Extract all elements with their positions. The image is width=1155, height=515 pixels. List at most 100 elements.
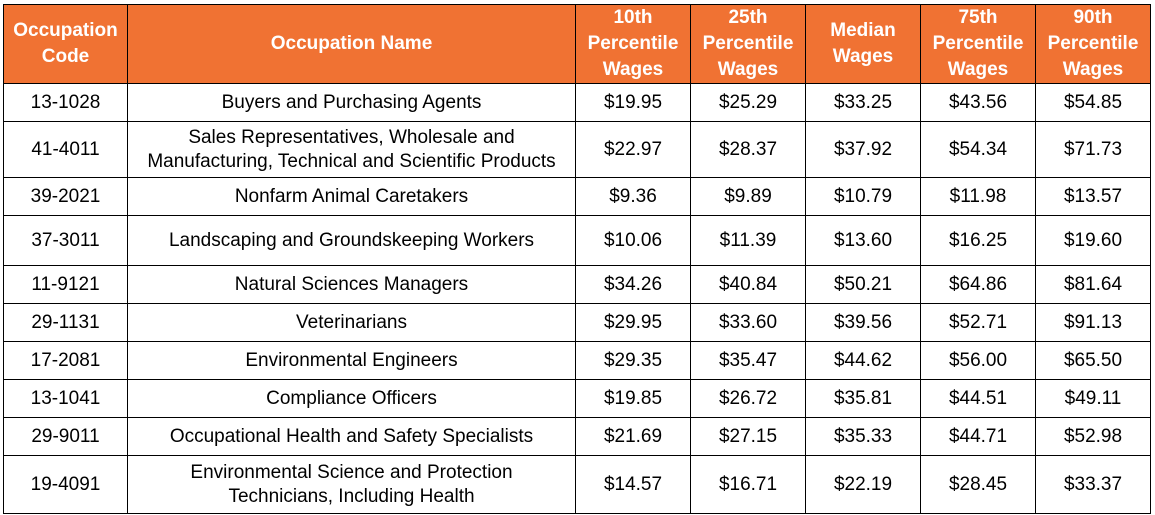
header-text-line: Wages [717, 59, 779, 80]
p90-wage-cell: $71.73 [1035, 121, 1151, 178]
median-wage-cell: $50.21 [805, 265, 921, 304]
occupation-name-cell: Nonfarm Animal Caretakers [127, 177, 576, 216]
p90-wage-cell: $19.60 [1035, 215, 1151, 266]
occupation-name-cell: Veterinarians [127, 303, 576, 342]
occupation-name-cell: Environmental Engineers [127, 341, 576, 380]
p10-wage-cell: $19.85 [575, 379, 691, 418]
table-row: 19-4091 Environmental Science and Protect… [3, 455, 1151, 514]
p10-wage-cell: $14.57 [575, 455, 691, 514]
median-wage-cell: $35.81 [805, 379, 921, 418]
table-row: 13-1041 Compliance Officers $19.85 $26.72 $3… [3, 379, 1151, 418]
p25-wage-cell: $25.29 [690, 83, 806, 122]
p75-wage-cell: $43.56 [920, 83, 1036, 122]
occupation-name-cell: Occupational Health and Safety Specialis… [127, 417, 576, 456]
p75-wage-cell: $54.34 [920, 121, 1036, 178]
median-wage-cell: $33.25 [805, 83, 921, 122]
table-row: 13-1028 Buyers and Purchasing Agents $19.9… [3, 83, 1151, 122]
table-row: 29-9011 Occupational Health and Safety Sp… [3, 417, 1151, 456]
occupation-name-cell: Environmental Science and Protection Tech… [127, 455, 576, 514]
p90-wage-cell: $52.98 [1035, 417, 1151, 456]
header-text-line: Code [41, 46, 90, 67]
occupation-name-cell: Natural Sciences Managers [127, 265, 576, 304]
p10-wage-cell: $21.69 [575, 417, 691, 456]
occupation-code-cell: 19-4091 [3, 455, 128, 514]
table-row: 11-9121 Natural Sciences Managers $34.26 $4… [3, 265, 1151, 304]
p75-wage-cell: $11.98 [920, 177, 1036, 216]
header-text-line: Percentile [1047, 33, 1139, 54]
p10-wage-cell: $34.26 [575, 265, 691, 304]
header-text-line: Occupation Name [270, 33, 433, 54]
header-text-line: Wages [602, 59, 664, 80]
median-wage-cell: $10.79 [805, 177, 921, 216]
occupation-code-cell: 29-9011 [3, 417, 128, 456]
p90-wage-cell: $33.37 [1035, 455, 1151, 514]
header-occupation-code: Occupation Code [3, 4, 128, 84]
p10-wage-cell: $22.97 [575, 121, 691, 178]
p90-wage-cell: $81.64 [1035, 265, 1151, 304]
occupation-name-cell: Buyers and Purchasing Agents [127, 83, 576, 122]
table-row: 39-2021 Nonfarm Animal Caretakers $9.36 $9.… [3, 177, 1151, 216]
p10-wage-cell: $10.06 [575, 215, 691, 266]
p75-wage-cell: $44.71 [920, 417, 1036, 456]
p75-wage-cell: $44.51 [920, 379, 1036, 418]
p10-wage-cell: $9.36 [575, 177, 691, 216]
p90-wage-cell: $13.57 [1035, 177, 1151, 216]
occupation-code-cell: 39-2021 [3, 177, 128, 216]
table-row: 17-2081 Environmental Engineers $29.35 $35.… [3, 341, 1151, 380]
header-25th-percentile: 25th Percentile Wages [690, 4, 806, 84]
p25-wage-cell: $28.37 [690, 121, 806, 178]
p75-wage-cell: $16.25 [920, 215, 1036, 266]
occupation-wages-table: Occupation Code Occupation Name 10th Percent… [3, 4, 1151, 514]
header-text-line: Occupation [13, 20, 118, 41]
median-wage-cell: $22.19 [805, 455, 921, 514]
header-text-line: Percentile [702, 33, 794, 54]
header-text-line: Wages [832, 46, 894, 67]
header-text-line: Wages [947, 59, 1009, 80]
occupation-code-cell: 11-9121 [3, 265, 128, 304]
p10-wage-cell: $29.35 [575, 341, 691, 380]
occupation-name-cell: Compliance Officers [127, 379, 576, 418]
header-text-line: 75th [958, 7, 998, 28]
median-wage-cell: $35.33 [805, 417, 921, 456]
header-row: Occupation Code Occupation Name 10th Percent… [3, 4, 1151, 84]
p25-wage-cell: $26.72 [690, 379, 806, 418]
p25-wage-cell: $33.60 [690, 303, 806, 342]
p10-wage-cell: $19.95 [575, 83, 691, 122]
occupation-name-cell: Sales Representatives, Wholesale and Manu… [127, 121, 576, 178]
table-row: 29-1131 Veterinarians $29.95 $33.60 $39.56 $5… [3, 303, 1151, 342]
table-row: 37-3011 Landscaping and Groundskeeping Wo… [3, 215, 1151, 266]
p90-wage-cell: $49.11 [1035, 379, 1151, 418]
header-90th-percentile: 90th Percentile Wages [1035, 4, 1151, 84]
p90-wage-cell: $65.50 [1035, 341, 1151, 380]
table-body: 13-1028 Buyers and Purchasing Agents $19.9… [3, 83, 1151, 514]
header-text-line: Median [830, 20, 896, 41]
p25-wage-cell: $35.47 [690, 341, 806, 380]
p25-wage-cell: $9.89 [690, 177, 806, 216]
occupation-code-cell: 17-2081 [3, 341, 128, 380]
p75-wage-cell: $64.86 [920, 265, 1036, 304]
header-10th-percentile: 10th Percentile Wages [575, 4, 691, 84]
occupation-code-cell: 13-1041 [3, 379, 128, 418]
p75-wage-cell: $56.00 [920, 341, 1036, 380]
header-median: Median Wages [805, 4, 921, 84]
median-wage-cell: $39.56 [805, 303, 921, 342]
p25-wage-cell: $27.15 [690, 417, 806, 456]
median-wage-cell: $37.92 [805, 121, 921, 178]
table-row: 41-4011 Sales Representatives, Wholesale … [3, 121, 1151, 178]
median-wage-cell: $44.62 [805, 341, 921, 380]
header-75th-percentile: 75th Percentile Wages [920, 4, 1036, 84]
header-text-line: 25th [728, 7, 768, 28]
median-wage-cell: $13.60 [805, 215, 921, 266]
header-text-line: 90th [1073, 7, 1113, 28]
p10-wage-cell: $29.95 [575, 303, 691, 342]
occupation-code-cell: 29-1131 [3, 303, 128, 342]
p90-wage-cell: $91.13 [1035, 303, 1151, 342]
p25-wage-cell: $40.84 [690, 265, 806, 304]
p25-wage-cell: $16.71 [690, 455, 806, 514]
header-text-line: Percentile [932, 33, 1024, 54]
header-occupation-name: Occupation Name [127, 4, 576, 84]
occupation-code-cell: 41-4011 [3, 121, 128, 178]
p90-wage-cell: $54.85 [1035, 83, 1151, 122]
occupation-code-cell: 37-3011 [3, 215, 128, 266]
header-text-line: 10th [613, 7, 653, 28]
